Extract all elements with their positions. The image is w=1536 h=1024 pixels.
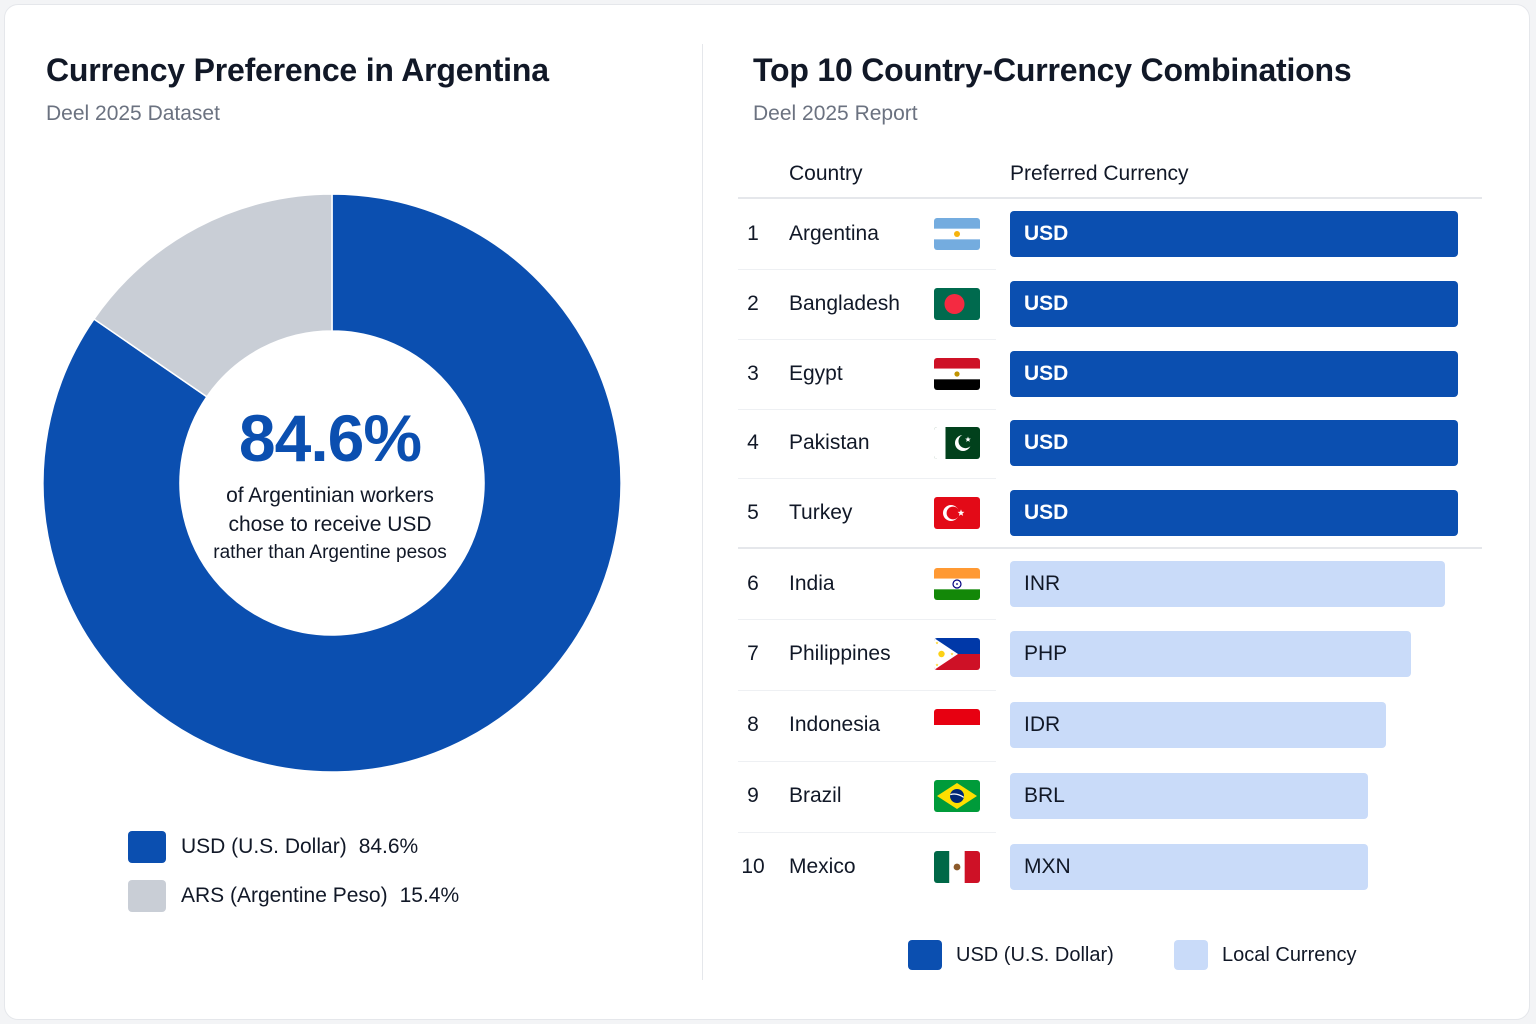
- legend-usd-swatch: [128, 831, 166, 863]
- donut-slice-ars: [92, 193, 333, 398]
- currency-bar-usd: USD: [1010, 420, 1458, 466]
- currency-bar-inr: INR: [1010, 561, 1445, 607]
- donut-center-text-line-3: rather than Argentine pesos: [213, 542, 447, 563]
- turkey-flag-icon: [934, 497, 980, 529]
- row-rank: 9: [747, 784, 759, 807]
- argentina-flag-icon: [934, 218, 980, 250]
- currency-bar-label: USD: [1024, 362, 1069, 385]
- legend-usd-value: 84.6%: [358, 835, 419, 858]
- legend-ars-swatch: [128, 880, 166, 912]
- column-header-country: Country: [789, 162, 863, 185]
- legend-ars: ARS (Argentine Peso) 15.4%: [128, 880, 459, 912]
- row-rank: 10: [741, 855, 765, 878]
- table-title: Top 10 Country-Currency Combinations: [753, 52, 1352, 88]
- currency-bar-label: USD: [1024, 222, 1069, 245]
- philippines-flag-icon: [934, 638, 980, 670]
- currency-bar-label: PHP: [1024, 642, 1068, 665]
- currency-bar-mxn: MXN: [1010, 844, 1368, 890]
- currency-bar-label: IDR: [1024, 713, 1061, 736]
- currency-bar-label: INR: [1024, 572, 1061, 595]
- row-rank: 8: [747, 713, 759, 736]
- legend-usd-label: USD (U.S. Dollar): [181, 835, 347, 858]
- row-rank: 1: [747, 222, 759, 245]
- row-country: Egypt: [789, 362, 843, 385]
- legend-local-bars-swatch: [1174, 940, 1208, 970]
- indonesia-flag-icon: [934, 709, 980, 741]
- currency-bar-usd: USD: [1010, 490, 1458, 536]
- row-rank: 3: [747, 362, 759, 385]
- legend-usd-bars-swatch: [908, 940, 942, 970]
- currency-bar-usd: USD: [1010, 351, 1458, 397]
- donut-subtitle: Deel 2025 Dataset: [46, 102, 220, 125]
- india-flag-icon: [934, 568, 980, 600]
- row-rank: 7: [747, 642, 759, 665]
- row-country: Argentina: [789, 222, 879, 245]
- panel-divider: [702, 44, 703, 980]
- row-country: Bangladesh: [789, 292, 900, 315]
- row-divider: [738, 761, 996, 762]
- row-country: Philippines: [789, 642, 891, 665]
- legend-ars-value: 15.4%: [399, 884, 460, 907]
- currency-bar-php: PHP: [1010, 631, 1411, 677]
- row-rank: 4: [747, 431, 759, 454]
- legend-ars-label: ARS (Argentine Peso): [181, 884, 388, 907]
- group-divider: [738, 547, 1482, 549]
- egypt-flag-icon: [934, 358, 980, 390]
- row-country: Brazil: [789, 784, 842, 807]
- legend-local-bars-label: Local Currency: [1222, 943, 1357, 966]
- row-rank: 6: [747, 572, 759, 595]
- row-country: India: [789, 572, 835, 595]
- row-rank: 2: [747, 292, 759, 315]
- row-rank: 5: [747, 501, 759, 524]
- row-country: Turkey: [789, 501, 853, 524]
- row-divider: [738, 339, 996, 340]
- row-divider: [738, 478, 996, 479]
- legend-usd-bars: USD (U.S. Dollar): [908, 940, 1114, 970]
- row-country: Indonesia: [789, 713, 881, 736]
- currency-bar-label: USD: [1024, 431, 1069, 454]
- donut-chart: [42, 193, 622, 773]
- row-country: Mexico: [789, 855, 856, 878]
- header-divider: [738, 197, 1482, 199]
- currency-bar-usd: USD: [1010, 281, 1458, 327]
- donut-center-value: 84.6%: [238, 401, 422, 475]
- currency-bar-idr: IDR: [1010, 702, 1386, 748]
- row-divider: [738, 832, 996, 833]
- column-header-currency: Preferred Currency: [1010, 162, 1189, 185]
- pakistan-flag-icon: [934, 427, 980, 459]
- donut-title: Currency Preference in Argentina: [46, 52, 549, 88]
- bangladesh-flag-icon: [934, 288, 980, 320]
- donut-slice-usd: [42, 193, 622, 773]
- table-subtitle: Deel 2025 Report: [753, 102, 918, 125]
- row-divider: [738, 269, 996, 270]
- currency-bar-brl: BRL: [1010, 773, 1368, 819]
- row-divider: [738, 409, 996, 410]
- currency-bar-label: MXN: [1024, 855, 1071, 878]
- legend-local-bars: Local Currency: [1174, 940, 1357, 970]
- donut-center-text-line-2: chose to receive USD: [228, 513, 432, 536]
- row-divider: [738, 690, 996, 691]
- legend-usd-bars-label: USD (U.S. Dollar): [956, 943, 1114, 966]
- currency-bar-label: USD: [1024, 292, 1069, 315]
- row-country: Pakistan: [789, 431, 870, 454]
- donut-center-text-line-1: of Argentinian workers: [226, 484, 434, 507]
- brazil-flag-icon: [934, 780, 980, 812]
- row-divider: [738, 619, 996, 620]
- currency-bar-usd: USD: [1010, 211, 1458, 257]
- currency-bar-label: BRL: [1024, 784, 1065, 807]
- currency-bar-label: USD: [1024, 501, 1069, 524]
- mexico-flag-icon: [934, 851, 980, 883]
- legend-usd: USD (U.S. Dollar) 84.6%: [128, 831, 418, 863]
